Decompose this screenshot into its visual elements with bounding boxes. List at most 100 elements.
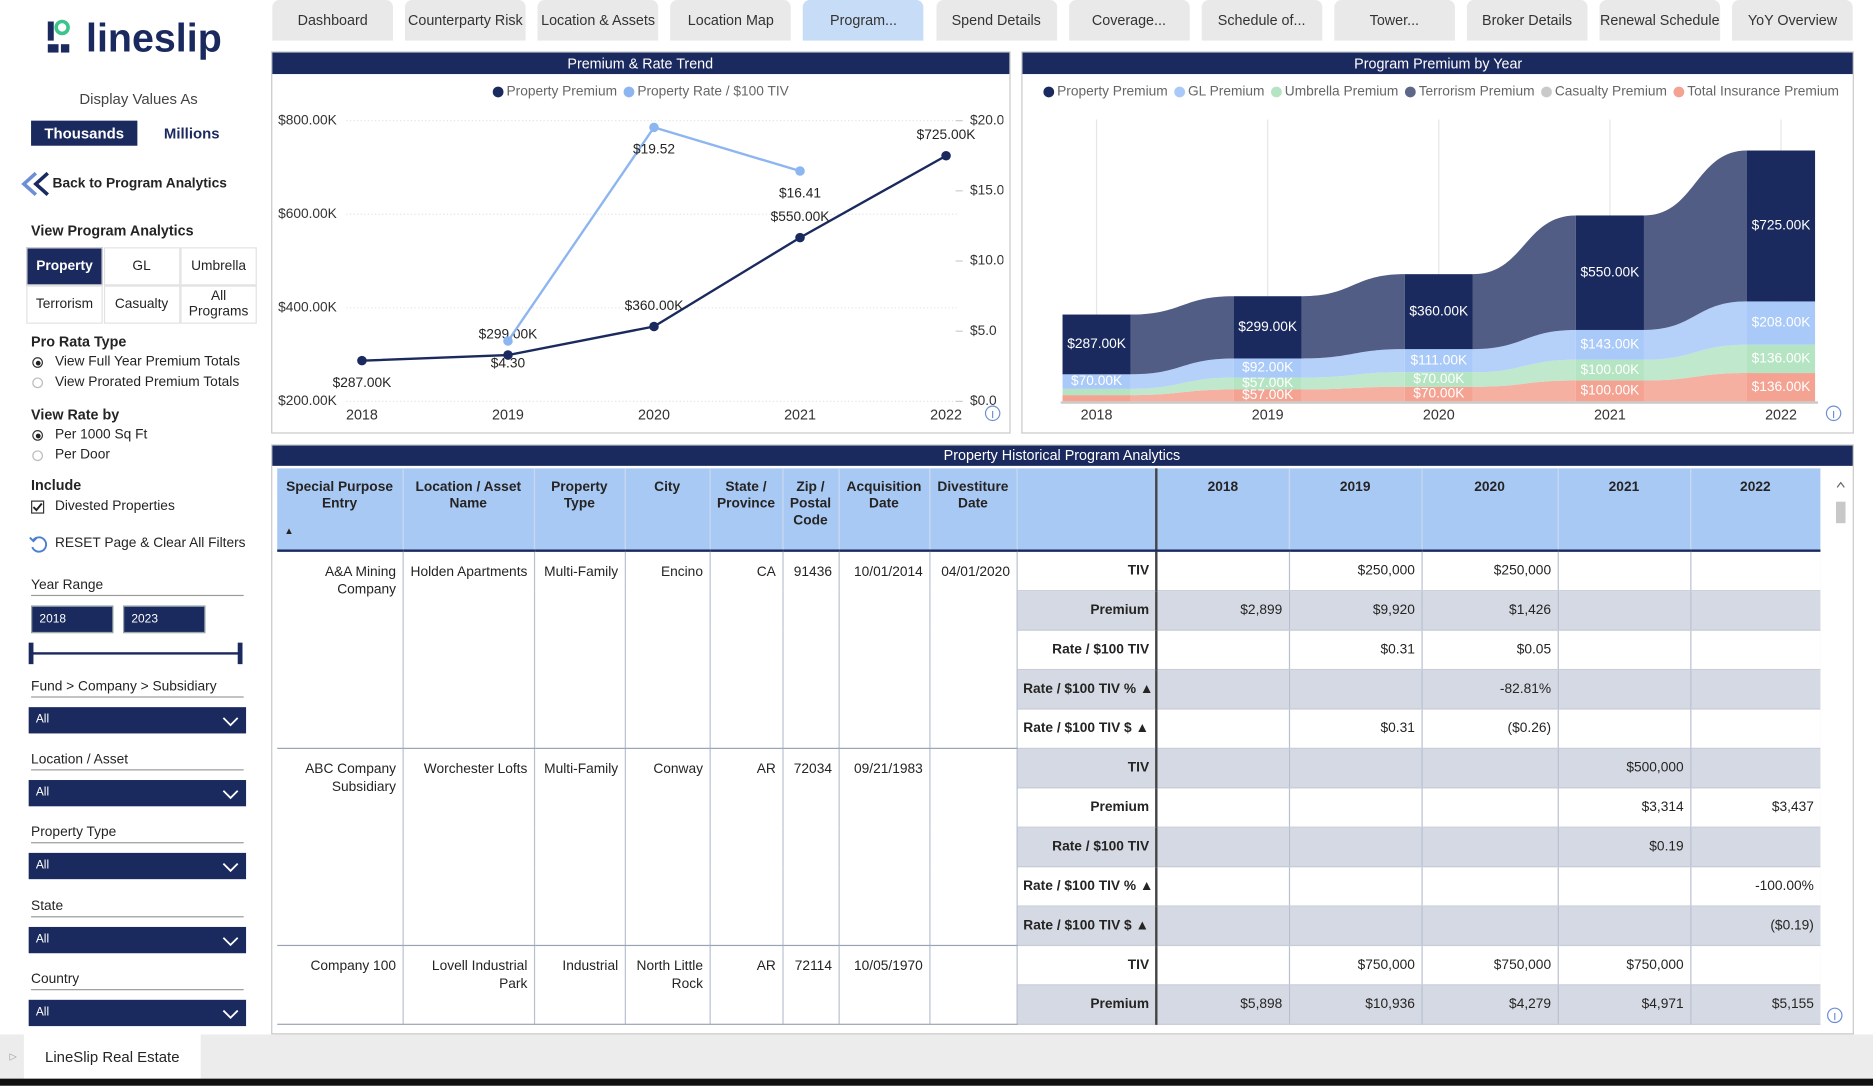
radio-label: View Prorated Premium Totals — [54, 375, 240, 390]
tab[interactable]: Dashboard — [272, 0, 393, 41]
reset-button[interactable]: RESET Page & Clear All Filters — [54, 536, 246, 551]
metric-value — [1421, 748, 1559, 789]
table-body: A&A Mining Company Holden Apartments Multi… — [277, 550, 1821, 1025]
dropdown[interactable]: All — [28, 780, 247, 807]
table-row: Premium $5,898 $10,936 $4,279 $4,971 $5,155 — [277, 984, 1821, 1025]
program-option[interactable]: Terrorism — [26, 285, 103, 324]
radio[interactable] — [32, 357, 44, 368]
program-option[interactable]: Casualty — [103, 285, 180, 324]
tab[interactable]: Location Map — [670, 0, 792, 41]
table-row: Rate / $100 TIV $ ▲ ($0.19) — [277, 906, 1821, 947]
column-header[interactable]: Acquisition Date — [838, 468, 930, 552]
dropdown[interactable]: All — [28, 926, 247, 953]
bar-segment — [1233, 377, 1302, 390]
year-header[interactable]: 2019 — [1288, 468, 1423, 552]
year-header[interactable]: 2018 — [1156, 468, 1290, 552]
footer — [0, 1034, 1873, 1079]
column-header[interactable]: Property Type — [533, 468, 626, 552]
scrollbar-thumb[interactable] — [1835, 501, 1846, 524]
toggle-option[interactable]: Thousands — [31, 120, 138, 146]
program-option[interactable]: GL — [103, 247, 180, 286]
x-tick-label: 2022 — [930, 407, 962, 423]
metric-value — [1288, 787, 1423, 828]
data-point — [795, 166, 805, 176]
table-row: Company 100 Lovell Industrial Park Industr… — [277, 945, 1821, 1025]
legend-label: Property Premium — [506, 84, 617, 99]
checkbox[interactable] — [31, 500, 45, 514]
metric-value — [1690, 630, 1821, 671]
metric-value: $3,314 — [1557, 787, 1691, 828]
page-tab[interactable]: LineSlip Real Estate — [23, 1034, 201, 1079]
year-header[interactable]: 2021 — [1557, 468, 1691, 552]
column-header[interactable]: Zip / Postal Code — [782, 468, 840, 552]
table-row: Rate / $100 TIV % ▲ -82.81% — [277, 669, 1821, 710]
table-row: Premium $2,899 $9,920 $1,426 — [277, 590, 1821, 631]
metric-value: ($0.19) — [1690, 906, 1821, 947]
metric-value: $750,000 — [1288, 945, 1423, 986]
column-header[interactable]: Location / Asset Name — [402, 468, 535, 552]
tab[interactable]: Program... — [803, 0, 924, 41]
table-row: Premium $3,314 $3,437 — [277, 787, 1821, 828]
program-option[interactable]: Umbrella — [180, 247, 257, 286]
filter-label: Location / Asset — [31, 753, 244, 771]
dropdown[interactable]: All — [28, 999, 247, 1026]
program-option[interactable]: Property — [26, 247, 103, 286]
column-header[interactable]: Divestiture Date — [929, 468, 1018, 552]
tab[interactable]: Spend Details — [935, 0, 1057, 41]
tab[interactable]: YoY Overview — [1732, 0, 1853, 41]
bar-segment — [1746, 344, 1816, 374]
tab[interactable]: Coverage... — [1068, 0, 1190, 41]
program-option[interactable]: All Programs — [180, 285, 257, 324]
slider-handle[interactable] — [28, 642, 34, 665]
ribbon — [1472, 359, 1576, 387]
tab[interactable]: Location & Assets — [537, 0, 659, 41]
dropdown[interactable]: All — [28, 707, 247, 734]
slider-handle[interactable] — [237, 642, 243, 665]
year-from[interactable]: 2018 — [31, 605, 114, 634]
metric-value — [1421, 787, 1559, 828]
radio[interactable] — [32, 377, 44, 389]
data-label: $299.00K — [479, 326, 538, 341]
column-header[interactable]: City — [624, 468, 711, 552]
tab[interactable]: Renewal Schedule — [1599, 0, 1721, 41]
entity-cell: 72034 — [782, 748, 840, 947]
metric-value — [1557, 866, 1691, 907]
year-header[interactable]: 2022 — [1690, 468, 1821, 552]
tab[interactable]: Broker Details — [1466, 0, 1588, 41]
sort-indicator[interactable]: ▲ — [284, 525, 294, 537]
metric-value — [1557, 906, 1691, 947]
metric-value — [1690, 945, 1821, 986]
metric-label: Premium — [1016, 984, 1158, 1025]
metric-label: Rate / $100 TIV — [1016, 827, 1158, 868]
radio[interactable] — [32, 450, 44, 462]
back-link[interactable]: Back to Program Analytics — [52, 176, 227, 192]
table: Special Purpose Entry Location / Asset Na… — [277, 468, 1821, 1025]
metric-label: Premium — [1016, 590, 1158, 631]
data-label: $143.00K — [1581, 336, 1640, 351]
page-nav[interactable]: ▷ — [9, 1051, 17, 1062]
entity-cell: Multi-Family — [533, 748, 626, 947]
column-header[interactable]: Special Purpose Entry — [277, 468, 404, 552]
info-icon[interactable] — [984, 405, 1001, 422]
toggle-option[interactable]: Millions — [138, 120, 245, 146]
tab[interactable]: Schedule of... — [1201, 0, 1322, 41]
title-bar — [272, 445, 1853, 466]
y2-tick-label: $20.0 — [970, 112, 1005, 127]
info-icon[interactable] — [1825, 405, 1842, 422]
metric-value: $0.05 — [1421, 630, 1559, 671]
filter-label: Property Type — [31, 826, 244, 844]
y2-tick-label: $0.0 — [970, 393, 997, 408]
info-icon[interactable] — [1827, 1007, 1843, 1024]
scroll-arrow[interactable] — [1836, 481, 1845, 488]
tab[interactable]: Counterparty Risk — [405, 0, 526, 41]
year-header[interactable]: 2020 — [1421, 468, 1559, 552]
year-to[interactable]: 2023 — [123, 605, 206, 634]
tab[interactable]: Tower... — [1334, 0, 1455, 41]
column-header — [1016, 468, 1158, 552]
column-header[interactable]: State / Province — [709, 468, 784, 552]
radio[interactable] — [32, 430, 44, 441]
metric-value: $750,000 — [1557, 945, 1691, 986]
chart-title: Premium & Rate Trend — [567, 56, 713, 72]
dropdown[interactable]: All — [28, 853, 247, 880]
metric-value: $250,000 — [1421, 550, 1559, 592]
